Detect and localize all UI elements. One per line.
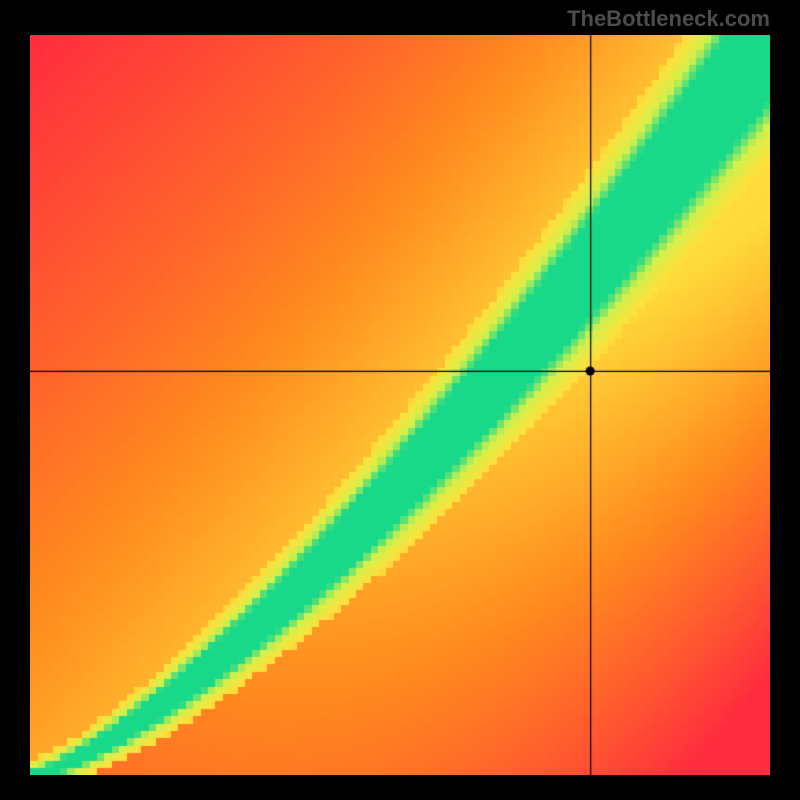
chart-frame — [30, 35, 770, 775]
watermark-text: TheBottleneck.com — [567, 6, 770, 32]
page-root: TheBottleneck.com — [0, 0, 800, 800]
bottleneck-heatmap — [30, 35, 770, 775]
